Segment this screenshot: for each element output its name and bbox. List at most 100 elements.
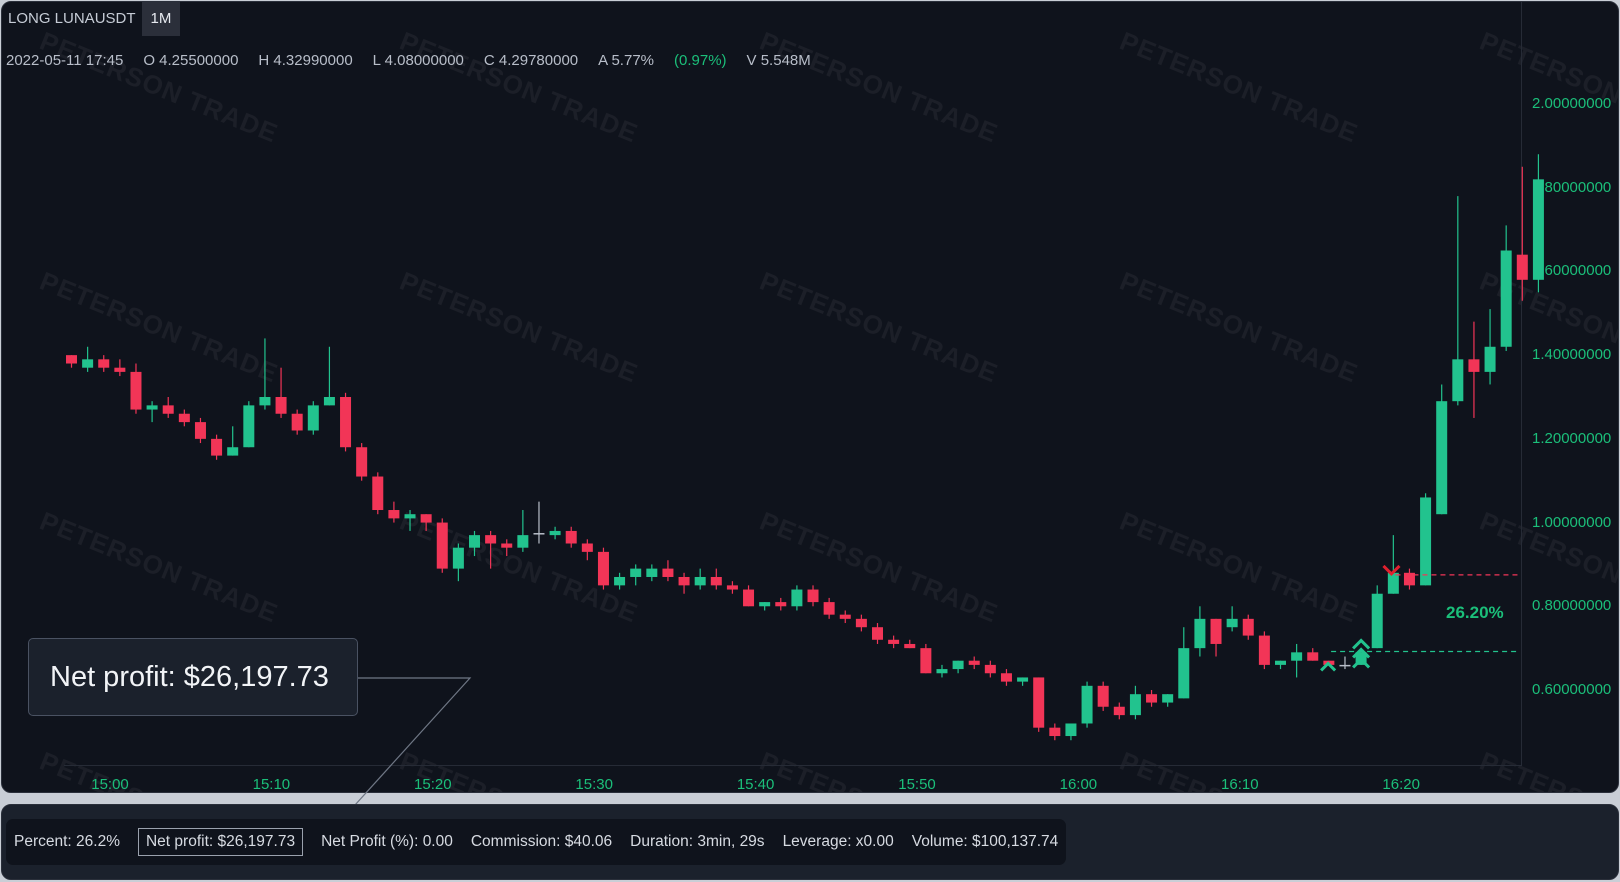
candle-body <box>1081 685 1093 724</box>
candle-body <box>662 568 674 577</box>
ohlc-high: H 4.32990000 <box>258 52 353 69</box>
candle-body <box>372 476 384 511</box>
ohlc-low: L 4.08000000 <box>372 52 464 69</box>
candle-body <box>1097 685 1109 707</box>
ohlc-amplitude: A 5.77% <box>598 52 655 69</box>
time-tick-label: 15:30 <box>575 776 613 793</box>
candle-body <box>307 405 319 431</box>
candle-body <box>1420 497 1432 586</box>
exit-marker-icon <box>1382 564 1401 577</box>
price-tick-label: 1.00000000 <box>1532 513 1612 531</box>
ohlc-volume: V 5.548M <box>746 52 811 69</box>
candle-body <box>1178 648 1190 699</box>
candle-body <box>146 405 158 410</box>
candle-body <box>130 371 142 410</box>
candle-body <box>839 614 851 619</box>
stat-percent: Percent: 26.2% <box>14 833 120 850</box>
stat-volume: Volume: $100,137.74 <box>911 833 1059 850</box>
candle-body <box>178 413 190 423</box>
candle-body <box>936 669 948 674</box>
candle-body <box>1146 694 1158 703</box>
candle-body <box>952 660 964 670</box>
candle-body <box>694 576 706 586</box>
stat-net-profit: Net profit: $26,197.73 <box>137 828 304 856</box>
candle-body <box>1468 359 1480 372</box>
candle-body <box>888 639 900 644</box>
stat-duration: Duration: 3min, 29s <box>630 833 765 850</box>
candle-body <box>1194 618 1206 649</box>
candle-body <box>1049 727 1061 737</box>
candle-body <box>501 543 513 548</box>
candle-body <box>823 602 835 615</box>
candle-body <box>291 413 303 431</box>
candle-body <box>581 543 593 552</box>
timeframe-button-1m[interactable]: 1M <box>141 2 181 36</box>
entry-marker-icon <box>1352 657 1371 669</box>
time-tick-label: 15:40 <box>736 776 775 793</box>
candle-body <box>1275 660 1286 665</box>
time-tick-label: 16:00 <box>1059 776 1098 793</box>
candle-body <box>1258 635 1270 665</box>
candle-body <box>1339 664 1351 667</box>
candle-body <box>114 367 126 372</box>
candle-body <box>678 576 690 586</box>
candle-body <box>485 535 497 544</box>
candle-body <box>452 547 464 569</box>
ohlc-change: (0.97%) <box>674 52 727 69</box>
price-tick-label: 2.00000000 <box>1532 95 1612 112</box>
candle-body <box>1162 694 1174 703</box>
candle-body <box>243 405 255 448</box>
candle-body <box>420 514 432 523</box>
candle-body <box>323 397 335 406</box>
ohlc-legend: 2022-05-11 17:45 O 4.25500000 H 4.329900… <box>6 52 811 69</box>
candle-body <box>1242 618 1254 636</box>
candle-body <box>1065 723 1077 737</box>
price-tick-label: 1.80000000 <box>1532 178 1612 196</box>
candle-body <box>597 551 609 586</box>
entry-marker-icon <box>1352 638 1371 650</box>
time-tick-label: 15:00 <box>91 776 129 793</box>
candle-body <box>1436 401 1448 515</box>
candle-body <box>469 535 480 548</box>
symbol-label[interactable]: LONG LUNAUSDT <box>8 10 136 27</box>
candle-body <box>275 397 287 414</box>
trade-percent-label: 26.20% <box>1446 603 1504 622</box>
candle-body <box>968 660 980 665</box>
entry-marker-icon <box>1352 647 1371 659</box>
candle-body <box>66 355 77 364</box>
ohlc-open: O 4.25500000 <box>143 52 239 69</box>
price-tick-label: 0.80000000 <box>1532 597 1612 615</box>
candle-body <box>404 514 416 519</box>
candle-body <box>743 589 755 607</box>
candle-body <box>630 568 642 577</box>
candle-body <box>904 643 916 649</box>
candle-body <box>791 589 803 607</box>
candle-body <box>1210 618 1222 644</box>
candle-body <box>726 585 738 590</box>
candle-body <box>1291 652 1303 661</box>
candle-body <box>194 422 206 439</box>
candle-body <box>775 602 787 607</box>
stat-leverage: Leverage: x0.00 <box>782 833 894 850</box>
candle-body <box>340 397 352 448</box>
price-tick-label: 1.60000000 <box>1532 262 1612 280</box>
candlestick-plot[interactable] <box>2 2 1619 793</box>
entry-marker-icon <box>1320 661 1337 672</box>
price-tick-label: 1.40000000 <box>1532 346 1612 364</box>
candle-body <box>1129 694 1141 716</box>
candle-body <box>388 510 400 519</box>
trade-stats-bar: Percent: 26.2% Net profit: $26,197.73 Ne… <box>6 819 1067 865</box>
candle-body <box>1516 254 1528 280</box>
time-tick-label: 15:50 <box>898 776 936 793</box>
chart-header: LONG LUNAUSDT 1M <box>2 2 181 36</box>
candle-body <box>984 664 996 674</box>
candle-body <box>1532 179 1544 280</box>
candle-body <box>872 627 883 640</box>
candle-body <box>614 576 626 586</box>
candle-body <box>436 522 448 569</box>
candle-body <box>1387 572 1399 594</box>
candle-body <box>855 618 867 628</box>
candle-body <box>533 533 545 535</box>
candle-body <box>1484 346 1496 372</box>
stat-net-profit-pct: Net Profit (%): 0.00 <box>321 833 453 850</box>
